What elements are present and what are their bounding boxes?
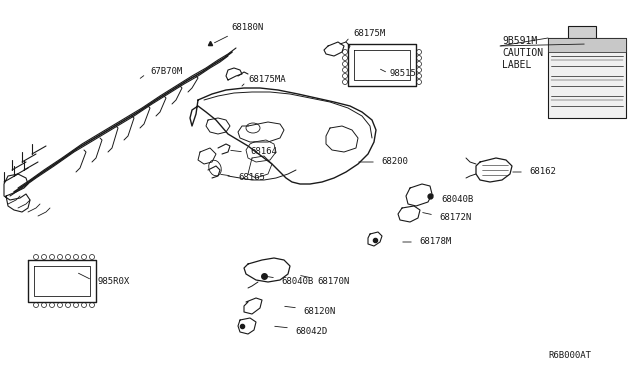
Text: CAUTION: CAUTION bbox=[502, 48, 543, 58]
Text: LABEL: LABEL bbox=[502, 60, 531, 70]
Text: 68042D: 68042D bbox=[295, 327, 327, 336]
Text: 98515: 98515 bbox=[390, 70, 417, 78]
Text: 9B591M: 9B591M bbox=[502, 36, 537, 46]
Text: 68164: 68164 bbox=[250, 147, 277, 155]
Text: 68162: 68162 bbox=[529, 167, 556, 176]
Text: 68170N: 68170N bbox=[317, 276, 349, 285]
Text: 68178M: 68178M bbox=[419, 237, 451, 246]
Text: 68175MA: 68175MA bbox=[248, 74, 285, 83]
FancyBboxPatch shape bbox=[568, 26, 596, 40]
Text: R6B000AT: R6B000AT bbox=[548, 350, 591, 359]
Text: 68172N: 68172N bbox=[439, 212, 471, 221]
Text: 68175M: 68175M bbox=[353, 29, 385, 38]
FancyBboxPatch shape bbox=[548, 38, 626, 52]
Text: 67B70M: 67B70M bbox=[150, 67, 182, 76]
Text: 68120N: 68120N bbox=[303, 307, 335, 315]
Text: 68040B: 68040B bbox=[441, 195, 473, 203]
Text: 68200: 68200 bbox=[381, 157, 408, 166]
Text: 985R0X: 985R0X bbox=[97, 276, 129, 285]
FancyBboxPatch shape bbox=[548, 38, 626, 118]
Text: 68040B: 68040B bbox=[281, 276, 313, 285]
Text: 68180N: 68180N bbox=[231, 22, 263, 32]
Text: 68165: 68165 bbox=[238, 173, 265, 182]
